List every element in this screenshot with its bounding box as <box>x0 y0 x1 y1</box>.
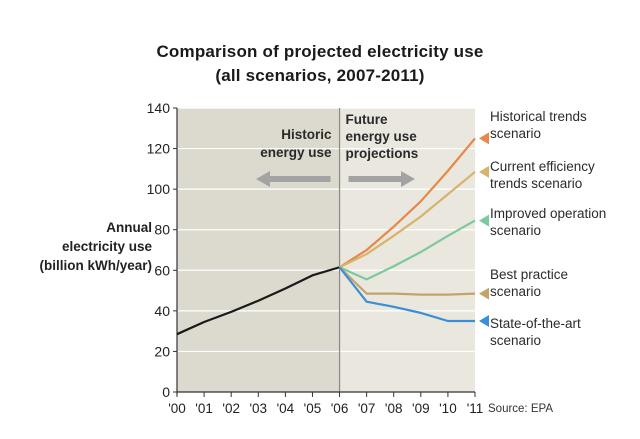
scenario-series-line <box>338 266 475 323</box>
legend-label-state-of-the-art-1: State-of-the-art <box>490 316 581 331</box>
historic-period-background <box>177 108 340 392</box>
y-tick-label: 60 <box>154 262 170 278</box>
scenario-marker-triangle <box>479 214 489 227</box>
legend-label-current-efficiency-2: trends scenario <box>490 176 583 191</box>
x-tick-label: '06 <box>331 401 349 416</box>
future-period-background <box>339 108 475 392</box>
y-tick-label: 0 <box>162 384 170 400</box>
legend-label-historical-trends-2: scenario <box>490 126 542 141</box>
chart-subtitle: (all scenarios, 2007-2011) <box>215 66 425 85</box>
scenario-marker-triangle <box>479 287 489 300</box>
future-direction-arrow-head <box>401 171 415 187</box>
y-tick-label: 80 <box>154 222 170 238</box>
scenario-series-line <box>339 219 476 281</box>
future-annotation-text: energy use <box>346 129 418 144</box>
x-tick-label: '04 <box>277 401 295 416</box>
scenario-marker-triangle <box>479 132 489 145</box>
y-axis-label-line-3: (billion kWh/year) <box>39 258 152 273</box>
y-tick-label: 120 <box>147 141 171 157</box>
legend-label-improved-operation-1: Improved operation <box>490 206 607 221</box>
historic-annotation-text: Historic <box>281 127 332 142</box>
source-note: Source: EPA <box>488 403 553 415</box>
x-tick-label: '09 <box>412 401 430 416</box>
legend-label-state-of-the-art-2: scenario <box>490 333 542 348</box>
x-tick-label: '02 <box>222 401 240 416</box>
y-tick-label: 140 <box>147 100 171 116</box>
y-tick-label: 20 <box>154 343 170 359</box>
chart-title: Comparison of projected electricity use <box>156 42 484 61</box>
x-tick-label: '08 <box>385 401 403 416</box>
y-axis-label-line-1: Annual <box>106 220 152 235</box>
future-annotation-text: projections <box>346 146 419 161</box>
y-tick-label: 100 <box>147 181 171 197</box>
historical-series-line <box>176 266 340 336</box>
x-tick-label: '01 <box>195 401 213 416</box>
scenario-marker-triangle <box>479 315 489 327</box>
y-tick-label: 40 <box>154 303 170 319</box>
historic-direction-arrow-head <box>256 171 270 187</box>
scenario-series-line <box>339 171 476 269</box>
x-tick-label: '03 <box>249 401 267 416</box>
legend-label-current-efficiency-1: Current efficiency <box>490 159 595 174</box>
x-tick-label: '05 <box>304 401 322 416</box>
x-tick-label: '07 <box>358 401 376 416</box>
legend-label-historical-trends-1: Historical trends <box>490 109 587 124</box>
legend-label-best-practice-1: Best practice <box>490 267 569 282</box>
scenario-series-line <box>338 266 476 296</box>
legend-label-best-practice-2: scenario <box>490 284 542 299</box>
x-tick-label: '00 <box>168 401 186 416</box>
x-tick-label: '10 <box>439 401 457 416</box>
x-tick-label: '11 <box>467 401 484 416</box>
future-annotation-text: Future <box>346 112 388 127</box>
y-axis-label-line-2: electricity use <box>61 239 152 254</box>
scenario-marker-triangle <box>479 165 489 178</box>
historic-annotation-text: energy use <box>260 145 332 160</box>
scenario-series-line <box>338 137 476 269</box>
legend-label-improved-operation-2: scenario <box>490 223 542 238</box>
